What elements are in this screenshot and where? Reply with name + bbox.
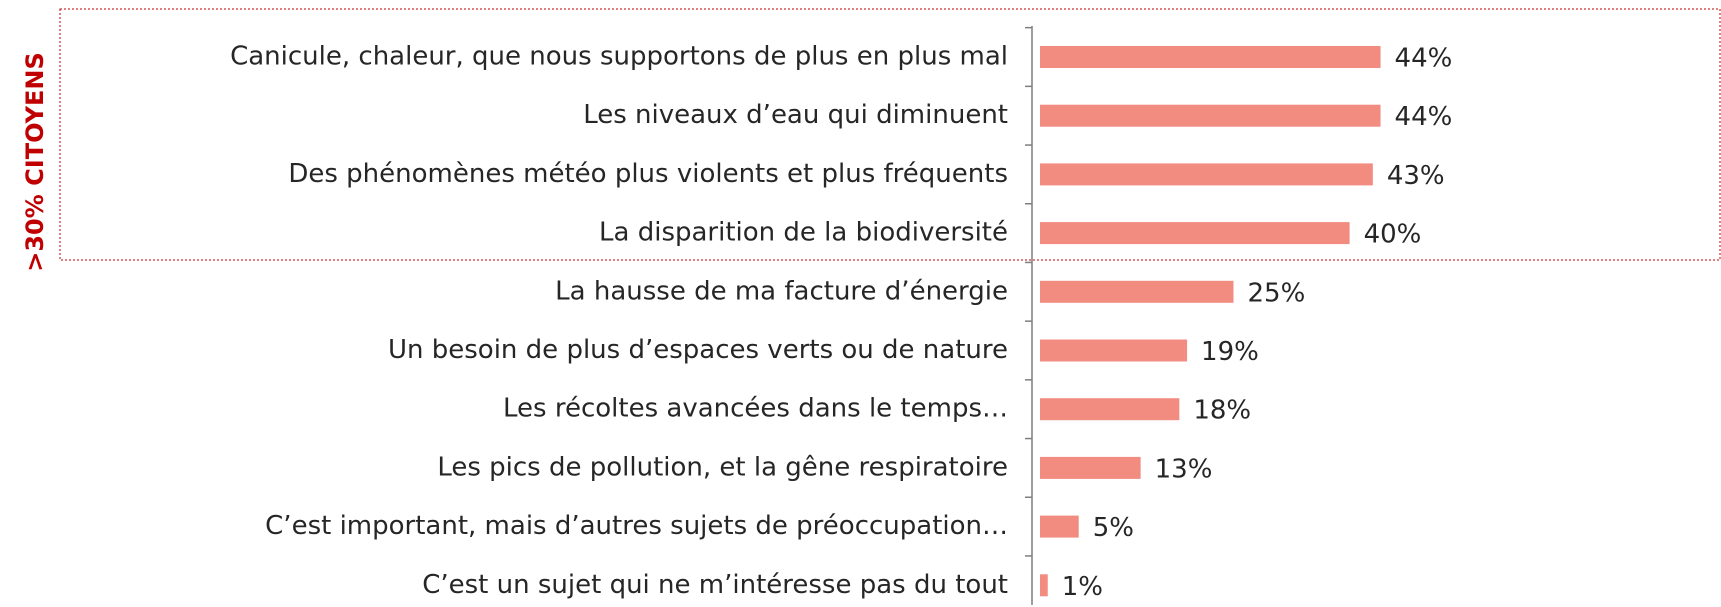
- category-label: Canicule, chaleur, que nous supportons d…: [230, 42, 1008, 72]
- value-label: 19%: [1201, 337, 1259, 367]
- category-label: Un besoin de plus d’espaces verts ou de …: [388, 335, 1008, 365]
- value-label: 40%: [1364, 220, 1422, 250]
- value-label: 44%: [1395, 102, 1453, 132]
- category-label: C’est un sujet qui ne m’intéresse pas du…: [422, 570, 1008, 600]
- value-label: 43%: [1387, 161, 1445, 191]
- bar: [1040, 280, 1234, 303]
- category-label: C’est important, mais d’autres sujets de…: [265, 511, 1008, 541]
- bar: [1040, 398, 1180, 421]
- category-label: Les récoltes avancées dans le temps…: [503, 394, 1008, 424]
- bar: [1040, 163, 1373, 186]
- value-label: 25%: [1248, 278, 1306, 308]
- bar: [1040, 339, 1188, 362]
- value-label: 13%: [1155, 454, 1213, 484]
- value-label: 5%: [1093, 513, 1134, 543]
- value-label: 1%: [1062, 572, 1103, 602]
- bar: [1040, 104, 1381, 127]
- bar: [1040, 456, 1141, 479]
- annotation: >30% CITOYENS: [21, 52, 49, 272]
- category-label: La hausse de ma facture d’énergie: [555, 276, 1008, 306]
- category-label: Des phénomènes météo plus violents et pl…: [288, 159, 1008, 189]
- bar: [1040, 574, 1048, 597]
- highlight-box: [59, 8, 1721, 261]
- category-label: La disparition de la biodiversité: [599, 218, 1008, 248]
- bar: [1040, 46, 1381, 68]
- category-label: Les pics de pollution, et la gêne respir…: [437, 452, 1008, 482]
- bar: [1040, 515, 1079, 538]
- value-label: 44%: [1395, 44, 1453, 74]
- category-label: Les niveaux d’eau qui diminuent: [583, 100, 1008, 130]
- bar: [1040, 222, 1350, 245]
- value-label: 18%: [1193, 396, 1251, 426]
